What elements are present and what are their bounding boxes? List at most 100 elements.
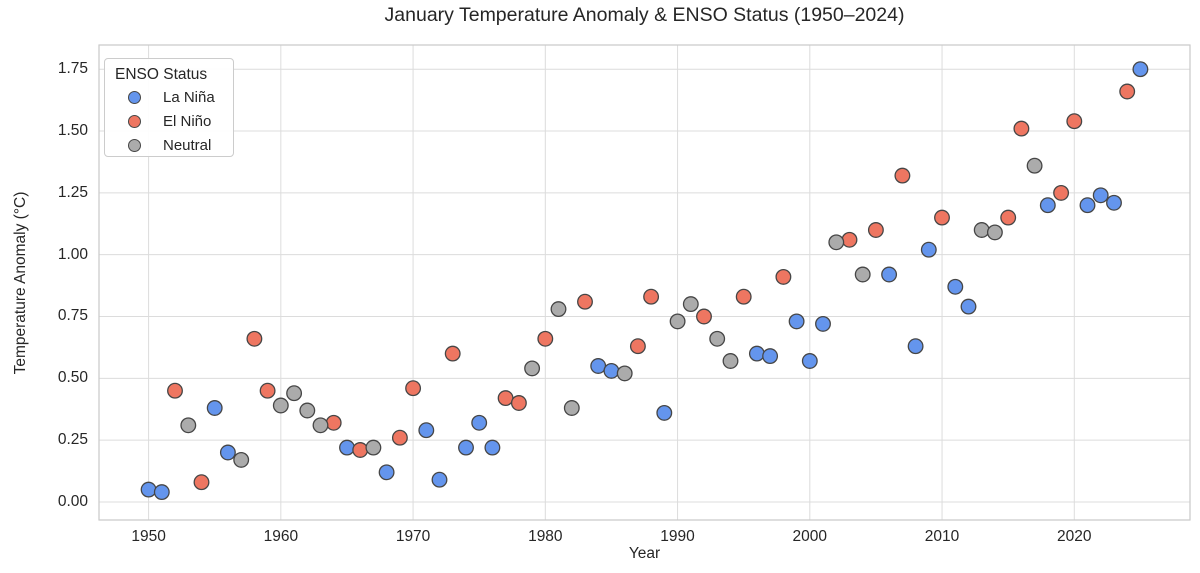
data-point-1990	[669, 313, 686, 330]
data-point-1964	[325, 414, 342, 431]
data-point-1960	[272, 397, 289, 414]
legend-title: ENSO Status	[115, 66, 208, 83]
data-point-2015	[1000, 209, 1017, 226]
data-point-1980	[537, 330, 554, 347]
legend-label-el-nino: El Niño	[163, 112, 212, 130]
y-tick-0.25: 0.25	[57, 431, 88, 449]
y-tick-1.50: 1.50	[57, 122, 88, 140]
data-point-1966	[352, 442, 369, 458]
data-point-1955	[206, 400, 223, 416]
data-point-1965	[339, 439, 355, 456]
data-point-1988	[643, 288, 660, 305]
data-point-2009	[920, 241, 937, 258]
x-tick-1950: 1950	[131, 528, 166, 545]
data-point-1975	[471, 414, 488, 431]
legend-item-la-nina: La Niña	[105, 85, 233, 109]
data-point-1967	[365, 439, 382, 456]
data-point-2021	[1079, 197, 1096, 214]
data-point-2023	[1106, 194, 1122, 211]
data-point-1978	[510, 395, 527, 411]
x-tick-1960: 1960	[263, 528, 299, 545]
data-point-1951	[153, 484, 170, 501]
x-tick-1970: 1970	[395, 528, 431, 545]
data-point-1961	[286, 385, 303, 402]
data-point-2010	[934, 209, 950, 226]
data-point-1979	[524, 360, 541, 377]
neutral-marker-icon	[128, 138, 141, 152]
data-point-1987	[629, 338, 646, 355]
data-point-2007	[894, 167, 911, 184]
data-point-2020	[1066, 113, 1083, 130]
data-point-1989	[656, 404, 673, 421]
data-point-1971	[418, 422, 435, 439]
data-point-1974	[458, 439, 474, 456]
data-point-2001	[815, 315, 831, 332]
el-nino-marker-icon	[128, 114, 141, 128]
data-point-1981	[550, 301, 567, 318]
x-tick-2000: 2000	[792, 528, 828, 545]
y-tick-1.75: 1.75	[57, 60, 88, 78]
data-point-1991	[682, 296, 699, 313]
y-tick-0.50: 0.50	[57, 369, 88, 387]
x-tick-2020: 2020	[1057, 528, 1092, 545]
data-point-2006	[881, 266, 898, 283]
data-point-1983	[577, 293, 593, 310]
data-point-1958	[246, 330, 263, 347]
data-point-2000	[801, 353, 818, 369]
data-point-1950	[140, 481, 157, 498]
y-tick-0.75: 0.75	[57, 307, 88, 325]
la-nina-marker-icon	[128, 90, 141, 104]
data-point-2005	[867, 222, 884, 238]
data-point-1999	[788, 313, 805, 330]
data-point-1992	[696, 308, 712, 325]
data-point-1982	[563, 400, 580, 416]
data-point-1952	[167, 382, 183, 399]
data-point-2024	[1119, 83, 1136, 100]
x-tick-1980: 1980	[528, 528, 563, 545]
data-point-2002	[828, 234, 845, 251]
data-point-2025	[1132, 61, 1149, 78]
data-point-1995	[735, 288, 752, 305]
legend-item-neutral: Neutral	[105, 133, 233, 157]
legend-label-neutral: Neutral	[163, 136, 212, 154]
data-point-1972	[431, 471, 448, 488]
data-point-1963	[312, 417, 329, 434]
data-point-2012	[960, 298, 977, 315]
data-point-1997	[762, 348, 779, 365]
data-point-1962	[299, 402, 316, 419]
data-point-2008	[907, 338, 924, 355]
legend-item-el-nino: El Niño	[105, 109, 233, 133]
data-point-2017	[1026, 157, 1043, 174]
data-point-1954	[193, 474, 210, 491]
data-point-1956	[219, 444, 236, 461]
y-tick-1.00: 1.00	[57, 245, 88, 263]
data-point-1984	[590, 358, 607, 374]
legend: ENSO Status La Niña El Niño Neutral	[104, 58, 234, 157]
data-point-1953	[180, 417, 197, 434]
data-point-2014	[986, 224, 1003, 241]
y-tick-1.25: 1.25	[57, 183, 88, 201]
data-point-1959	[259, 382, 276, 399]
data-point-2011	[947, 278, 964, 295]
data-point-2016	[1013, 120, 1030, 137]
data-point-2013	[973, 222, 990, 238]
chart-title: January Temperature Anomaly & ENSO Statu…	[384, 4, 905, 26]
data-point-1976	[484, 439, 501, 456]
y-tick-0.00: 0.00	[57, 492, 88, 510]
data-point-1998	[775, 268, 792, 285]
data-point-2018	[1039, 197, 1056, 214]
data-point-1969	[391, 429, 408, 446]
data-point-1973	[444, 345, 461, 362]
data-point-1968	[378, 464, 395, 481]
data-point-1994	[722, 353, 739, 369]
data-point-2004	[854, 266, 871, 283]
data-point-1977	[497, 390, 514, 407]
data-point-1970	[405, 380, 422, 397]
data-point-1985	[603, 362, 620, 379]
plot-border	[98, 44, 1191, 521]
x-axis-label: Year	[628, 545, 661, 562]
data-point-1996	[748, 345, 765, 362]
data-point-2022	[1092, 187, 1109, 204]
